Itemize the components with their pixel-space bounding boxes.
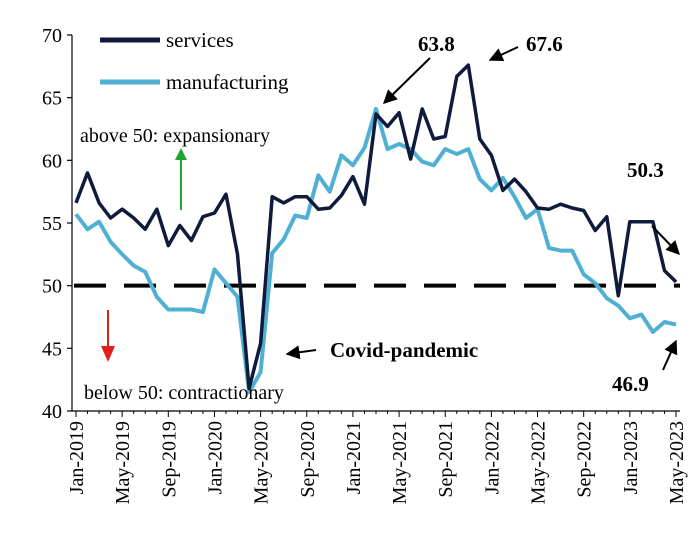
- x-tick-label: Sep-2020: [297, 421, 319, 498]
- annotation-67-6-arrow: [488, 46, 519, 62]
- x-tick-label: Sep-2022: [574, 421, 596, 498]
- x-tick-label: Sep-2019: [158, 421, 180, 498]
- below-50-note: below 50: contractionary: [84, 382, 284, 404]
- x-tick-label: Jan-2020: [204, 421, 226, 494]
- x-tick-label: May-2023: [666, 421, 688, 504]
- above-50-note: above 50: expansionary: [80, 125, 270, 147]
- x-tick-label: Jan-2019: [66, 421, 88, 494]
- covid-arrow: [285, 345, 317, 360]
- annotation-50-3-arrow: [651, 225, 680, 256]
- x-tick-label: Sep-2021: [435, 421, 457, 498]
- annotation-50-3: 50.3: [627, 158, 664, 182]
- x-tick-label: May-2020: [251, 421, 273, 504]
- legend-label-services: services: [166, 28, 234, 52]
- annotation-63-8: 63.8: [418, 32, 455, 56]
- x-tick-label: May-2019: [112, 421, 134, 504]
- y-tick-label: 40: [42, 401, 62, 423]
- x-axis-ticks: Jan-2019 May-2019 Sep-2019 Jan-2020 May-2020…: [66, 411, 688, 504]
- series-line-manufacturing: [74, 106, 677, 395]
- y-axis-ticks: 40 45 50 55 60 65 70: [42, 25, 72, 423]
- annotation-46-9-arrow: [662, 339, 678, 371]
- y-tick-label: 55: [42, 213, 62, 235]
- covid-annotation: Covid-pandemic: [330, 338, 478, 362]
- red-down-arrowhead: [101, 346, 115, 362]
- series-line-services: [74, 63, 678, 391]
- legend-label-manufacturing: manufacturing: [166, 70, 289, 94]
- y-tick-label: 70: [42, 25, 62, 47]
- annotation-46-9: 46.9: [612, 372, 649, 396]
- y-tick-label: 45: [42, 338, 62, 360]
- annotation-67-6: 67.6: [526, 32, 563, 56]
- series-group: [74, 63, 678, 395]
- x-tick-label: May-2021: [389, 421, 411, 504]
- x-tick-label: Jan-2023: [620, 421, 642, 494]
- y-tick-label: 60: [42, 150, 62, 172]
- y-tick-label: 65: [42, 88, 62, 110]
- x-tick-label: Jan-2021: [343, 421, 365, 494]
- x-tick-label: May-2022: [528, 421, 550, 504]
- y-tick-label: 50: [42, 276, 62, 298]
- green-up-arrowhead: [175, 148, 187, 160]
- annotation-63-8-arrow: [382, 57, 431, 104]
- x-tick-label: Jan-2022: [481, 421, 503, 494]
- legend: services manufacturing: [100, 28, 289, 94]
